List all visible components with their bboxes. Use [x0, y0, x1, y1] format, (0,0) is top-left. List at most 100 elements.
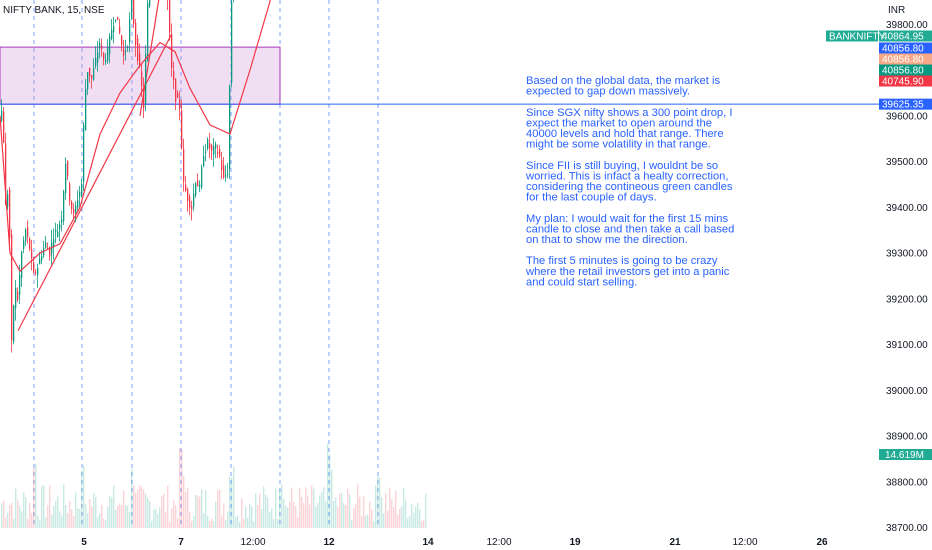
volume-bar [221, 516, 223, 528]
volume-bar [333, 500, 335, 528]
volume-bar [5, 517, 7, 528]
candle-body [97, 52, 99, 63]
volume-bar [187, 487, 189, 528]
candle-body [73, 209, 75, 214]
volume-bar [149, 500, 151, 528]
volume-bar [139, 485, 141, 528]
volume-bar [99, 513, 101, 528]
note-line: My plan: I would wait for the first 15 m… [526, 213, 728, 225]
volume-bar [403, 488, 405, 528]
volume-bar [275, 488, 277, 528]
volume-bar [179, 448, 181, 528]
annotation-text: Based on the global data, the market ise… [525, 75, 734, 288]
candle-body [33, 262, 35, 273]
volume-bar [281, 484, 283, 528]
note-line: and could start selling. [526, 276, 637, 288]
volume-bar [375, 485, 377, 528]
volume-bar [191, 521, 193, 528]
volume-bar [351, 520, 353, 528]
volume-bar [61, 515, 63, 528]
note-line: where the retail investors get into a pa… [525, 266, 730, 278]
volume-bar [181, 449, 183, 528]
volume-bar [251, 506, 253, 528]
candle-body [171, 35, 173, 68]
y-tick-label: 39300.00 [886, 249, 928, 260]
candle-body [203, 156, 205, 167]
candle-body [149, 0, 151, 7]
volume-bar [407, 518, 409, 528]
candle-body [225, 175, 227, 177]
volume-bar [121, 505, 123, 528]
volume-bar [23, 492, 25, 528]
candle-body [131, 0, 133, 18]
price-tag-value: 40856.80 [882, 66, 924, 77]
volume-bar [123, 490, 125, 528]
volume-tag [879, 449, 932, 460]
candle-body [15, 287, 17, 309]
price-tag-value: 40856.80 [882, 55, 924, 66]
candle-body [129, 19, 131, 43]
candle-body [181, 110, 183, 149]
volume-bar [203, 513, 205, 528]
volume-bar [335, 497, 337, 528]
y-tick-label: 38700.00 [886, 523, 928, 534]
volume-bar [205, 490, 207, 528]
candle-body [19, 274, 21, 295]
volume-bar [285, 505, 287, 528]
candles [1, 0, 235, 353]
volume-bar [217, 490, 219, 528]
volume-bar [59, 511, 61, 528]
volume-bar [311, 485, 313, 528]
time-axis: 5 7 12:00 12 14 12:00 19 21 12:00 26 [81, 537, 828, 548]
volume-bar [69, 501, 71, 528]
volume-bar [107, 506, 109, 528]
x-tick-label: 19 [569, 537, 581, 548]
volume-bar [7, 512, 9, 528]
note-line: for the last couple of days. [526, 192, 657, 204]
volume-bar [51, 514, 53, 528]
volume-bar [147, 497, 149, 528]
candle-body [87, 72, 89, 90]
candle-body [133, 0, 135, 24]
volume-bar [65, 505, 67, 528]
note-line: considering the contineous green candles [526, 181, 733, 193]
y-tick-label: 38800.00 [886, 477, 928, 488]
candle-body [215, 143, 217, 149]
candle-body [85, 88, 87, 130]
volume-bar [27, 519, 29, 528]
candle-body [211, 145, 213, 151]
volume-bar [287, 507, 289, 528]
volume-bar [267, 497, 269, 528]
volume-bar [209, 520, 211, 528]
candle-body [83, 124, 85, 182]
volume-bar [409, 515, 411, 528]
volume-bar [291, 487, 293, 528]
candle-body [11, 234, 13, 341]
candle-body [17, 291, 19, 300]
candle-body [107, 47, 109, 61]
volume-bar [247, 517, 249, 528]
volume-bar [239, 522, 241, 528]
volume-bar [97, 516, 99, 528]
symbol-tag-label: BANKNIFTY [829, 32, 885, 43]
volume-bar [169, 521, 171, 528]
volume-bar [199, 496, 201, 528]
x-tick-label: 26 [816, 537, 828, 548]
volume-bar [255, 493, 257, 528]
candle-body [221, 160, 223, 171]
price-tag [879, 53, 932, 65]
volume-bar [277, 518, 279, 528]
volume-bar [189, 512, 191, 528]
price-tag [879, 64, 932, 76]
volume-bar [415, 506, 417, 528]
volume-bar [383, 513, 385, 528]
volume-bar [295, 506, 297, 528]
candle-body [31, 249, 33, 259]
x-tick-label: 12:00 [240, 537, 265, 548]
candle-body [55, 230, 57, 232]
level-tag [879, 98, 932, 110]
volume-bar [353, 508, 355, 528]
candle-body [121, 35, 123, 46]
candle-body [195, 183, 197, 196]
